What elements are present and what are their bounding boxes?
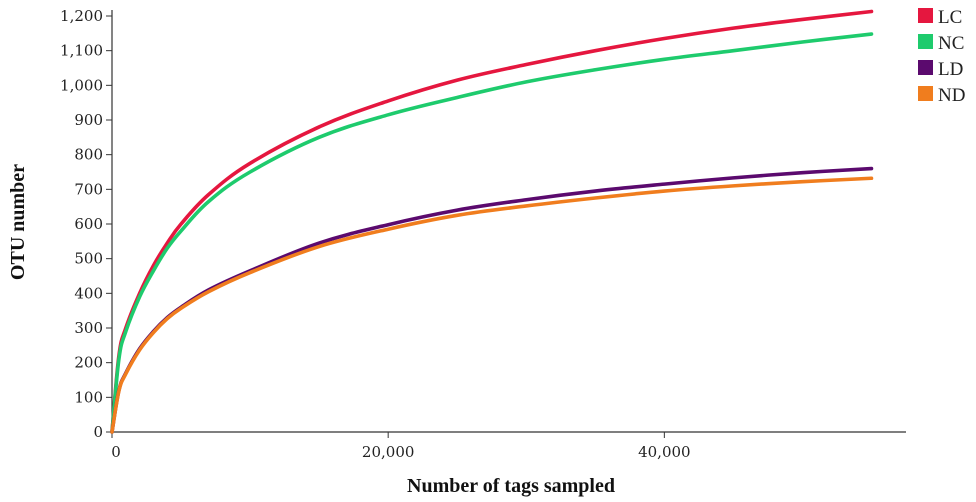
legend-swatch-lc — [918, 8, 933, 23]
series-line-nd — [110, 176, 874, 434]
series-line-nc — [110, 32, 874, 434]
legend-swatch-ld — [918, 60, 933, 75]
x-tick-label: 0 — [111, 443, 121, 461]
y-tick-label: 900 — [74, 111, 103, 129]
y-tick-label: 600 — [74, 215, 103, 233]
legend-label-ld: LD — [938, 59, 963, 80]
x-tick-label: 40,000 — [638, 443, 691, 461]
legend-label-nd: ND — [938, 85, 965, 106]
legend-label-nc: NC — [938, 33, 964, 54]
y-tick-label: 400 — [74, 284, 103, 302]
y-tick-label: 200 — [74, 354, 103, 372]
series-line-ld — [110, 166, 874, 434]
legend-swatch-nc — [918, 34, 933, 49]
y-tick-label: 1,200 — [60, 7, 103, 25]
y-tick-label: 1,100 — [60, 42, 103, 60]
legend-label-lc: LC — [938, 7, 962, 28]
y-tick-label: 500 — [74, 250, 103, 268]
y-axis-title: OTU number — [7, 164, 29, 280]
y-tick-label: 1,000 — [60, 76, 103, 94]
series-line-lc — [110, 9, 874, 434]
legend: LC NC LD ND — [918, 7, 965, 106]
y-tick-label: 800 — [74, 146, 103, 164]
axes: 0 100 200 300 400 500 600 700 800 900 1,000 1,100 1,… — [60, 7, 906, 461]
y-tick-label: 700 — [74, 180, 103, 198]
x-axis-title: Number of tags sampled — [407, 475, 615, 497]
y-tick-label: 300 — [74, 319, 103, 337]
x-tick-label: 20,000 — [362, 443, 415, 461]
legend-swatch-nd — [918, 86, 933, 101]
y-tick-label: 100 — [74, 388, 103, 406]
y-tick-label: 0 — [93, 423, 103, 441]
series-lines — [110, 9, 874, 434]
